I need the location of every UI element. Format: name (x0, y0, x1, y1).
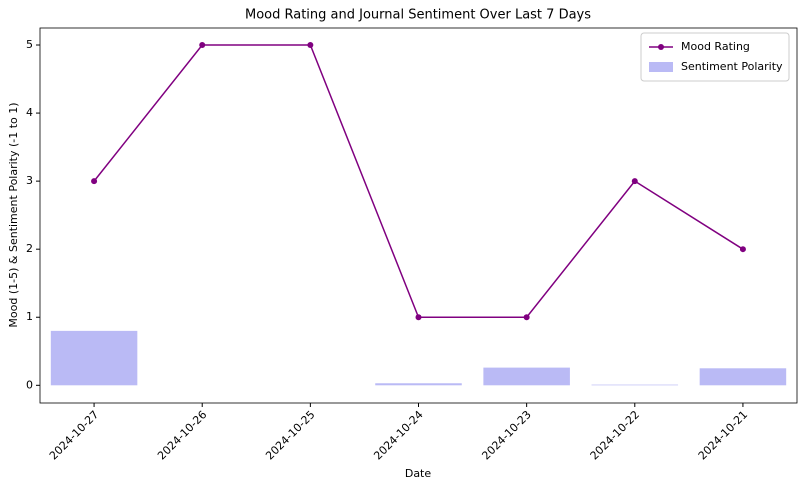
bar (50, 330, 138, 386)
y-tick-label: 3 (26, 174, 33, 187)
legend-marker (658, 44, 664, 50)
y-tick-label: 2 (26, 242, 33, 255)
bar (591, 384, 679, 386)
mood-line (93, 44, 744, 318)
y-axis-label: Mood (1-5) & Sentiment Polarity (-1 to 1… (7, 102, 20, 327)
x-tick-label: 2024-10-23 (479, 408, 533, 462)
x-tick-label: 2024-10-26 (155, 408, 209, 462)
bar (699, 368, 787, 386)
x-tick-label: 2024-10-27 (47, 408, 101, 462)
bar (375, 383, 462, 386)
legend-label: Sentiment Polarity (681, 60, 783, 73)
mood-marker (199, 42, 206, 49)
mood-marker (307, 42, 314, 49)
y-tick-label: 0 (26, 378, 33, 391)
legend-label: Mood Rating (681, 40, 750, 53)
mood-marker (739, 246, 746, 253)
mood-marker (631, 178, 638, 185)
y-tick-label: 1 (26, 310, 33, 323)
mood-marker (91, 178, 98, 185)
mood-marker (415, 314, 422, 321)
x-tick-label: 2024-10-22 (588, 408, 642, 462)
mood-marker (523, 314, 530, 321)
x-tick-label: 2024-10-21 (696, 408, 750, 462)
legend-swatch (649, 62, 673, 72)
chart-title: Mood Rating and Journal Sentiment Over L… (245, 8, 591, 23)
legend-box (640, 32, 790, 82)
x-tick-label: 2024-10-24 (371, 408, 425, 462)
bar (483, 367, 570, 386)
x-axis-label: Date (405, 467, 432, 480)
plot-frame (39, 27, 798, 404)
y-tick-label: 5 (26, 38, 33, 51)
x-tick-label: 2024-10-25 (263, 408, 317, 462)
y-tick-label: 4 (26, 106, 33, 119)
